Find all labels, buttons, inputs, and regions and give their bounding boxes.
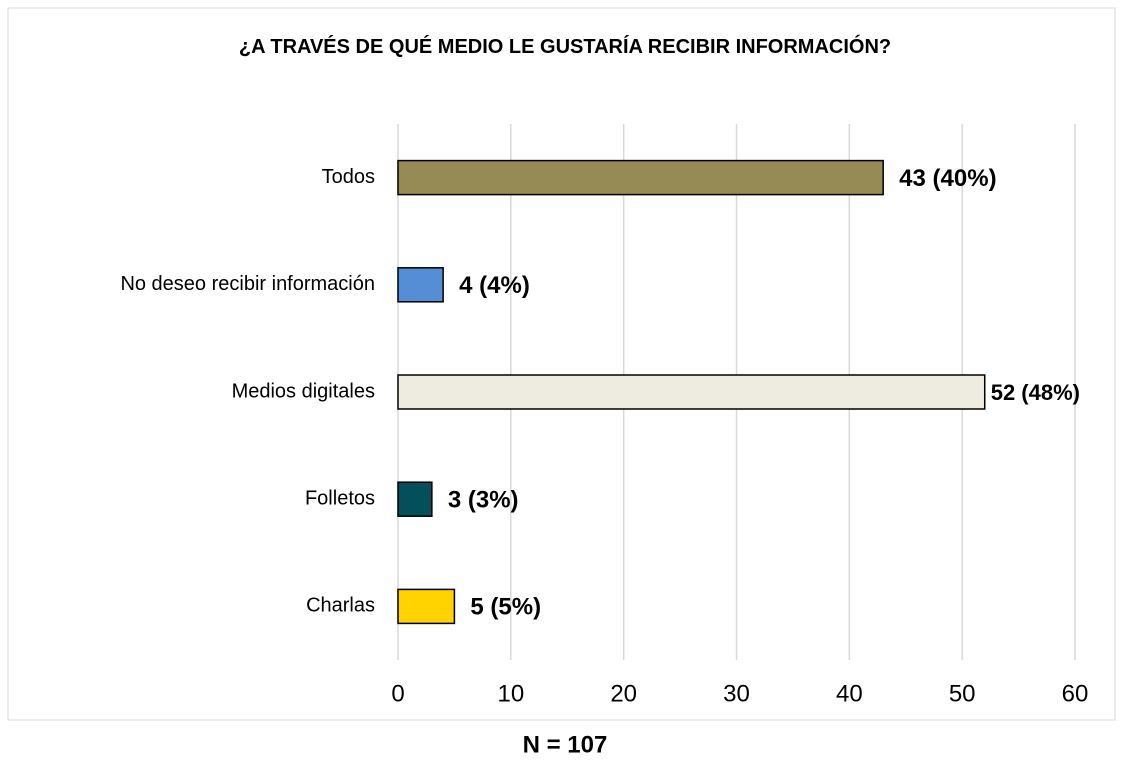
- y-tick-label: Charlas: [306, 595, 375, 617]
- x-tick-label: 30: [723, 680, 750, 707]
- x-tick-label: 60: [1062, 680, 1089, 707]
- bar: [397, 374, 986, 410]
- x-tick-label: 50: [949, 680, 976, 707]
- y-tick-label: Todos: [322, 166, 375, 188]
- data-label: 52 (48%): [991, 380, 1080, 405]
- annotation: N = 107: [523, 731, 608, 758]
- x-tick-label: 20: [610, 680, 637, 707]
- bar: [397, 159, 884, 196]
- title-box: ¿A TRAVÉS DE QUÉ MEDIO LE GUSTARÍA RECIB…: [238, 36, 892, 58]
- x-tick-label: 40: [836, 680, 863, 707]
- bar: [397, 481, 433, 517]
- bar: [397, 588, 456, 625]
- x-tick-label: 10: [497, 680, 524, 707]
- chart-frame: [7, 7, 1116, 721]
- y-tick-label: Folletos: [305, 487, 375, 509]
- data-label: 3 (3%): [448, 487, 519, 514]
- y-tick-label: No deseo recibir información: [120, 273, 375, 295]
- chart-title: ¿A TRAVÉS DE QUÉ MEDIO LE GUSTARÍA RECIB…: [238, 36, 892, 58]
- bar: [397, 267, 444, 303]
- data-label: 5 (5%): [470, 594, 541, 621]
- x-tick-label: 0: [391, 680, 404, 707]
- y-tick-label: Medios digitales: [232, 380, 375, 402]
- data-label: 4 (4%): [459, 272, 530, 299]
- data-label: 43 (40%): [899, 165, 996, 192]
